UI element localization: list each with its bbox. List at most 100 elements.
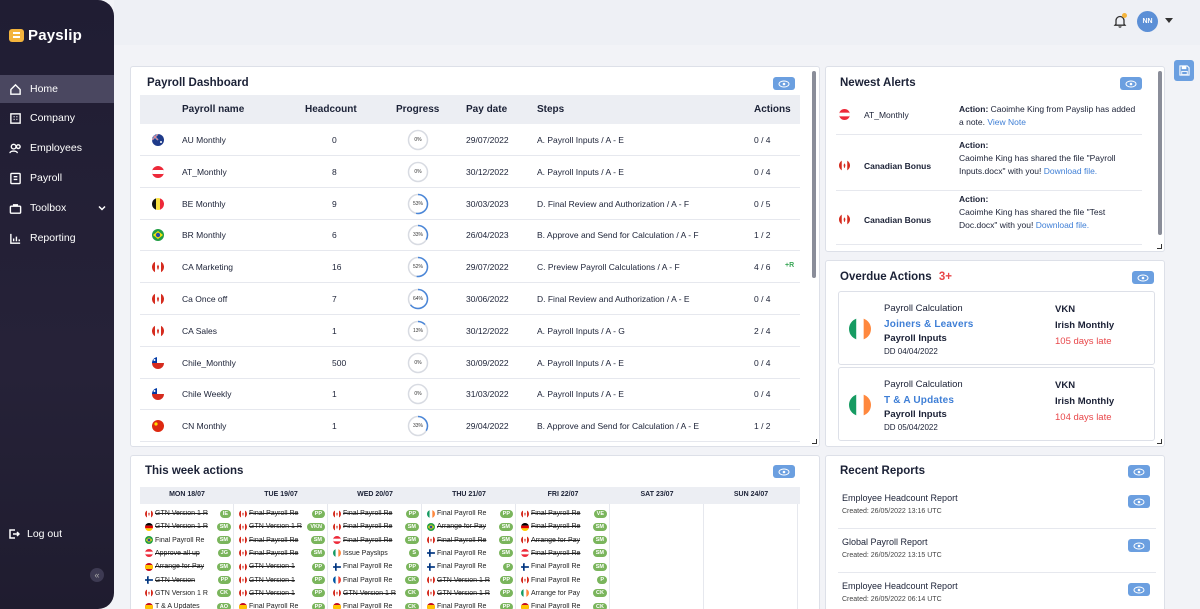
task-item[interactable]: Final Payroll Re SM bbox=[333, 535, 419, 546]
task-item[interactable]: Arrange for Pay SM bbox=[145, 561, 231, 572]
payroll-name[interactable]: Chile Weekly bbox=[182, 389, 232, 400]
report-name[interactable]: Employee Headcount Report bbox=[842, 581, 958, 591]
report-item[interactable]: Employee Headcount Report Created: 26/05/… bbox=[838, 487, 1156, 529]
table-row[interactable]: AU Monthly 0 0% 29/07/2022 A. Payroll Inputs… bbox=[140, 124, 800, 156]
step[interactable]: A. Payroll Inputs / A - E bbox=[537, 135, 624, 145]
task-item[interactable]: Approve all up JG bbox=[145, 548, 231, 559]
task-item[interactable]: GTN Version 1 R PP bbox=[427, 588, 513, 599]
scrollbar[interactable] bbox=[812, 71, 816, 278]
view-report-button[interactable] bbox=[1128, 583, 1150, 596]
alert-link[interactable]: Download file. bbox=[1043, 166, 1098, 176]
task-item[interactable]: Final Payroll Re CK bbox=[333, 575, 419, 586]
task-item[interactable]: GTN Version 1 PP bbox=[239, 561, 325, 572]
task-item[interactable]: Final Payroll Re VE bbox=[521, 508, 607, 519]
resize-handle[interactable] bbox=[1157, 244, 1162, 249]
task-item[interactable]: Final Payroll Re SM bbox=[427, 535, 513, 546]
view-report-button[interactable] bbox=[1128, 495, 1150, 508]
sidebar-item-payroll[interactable]: Payroll bbox=[0, 164, 114, 192]
task-item[interactable]: Arrange for Pay SM bbox=[521, 535, 607, 546]
task-item[interactable]: GTN Version 1 R IE bbox=[145, 508, 231, 519]
payroll-name[interactable]: CN Monthly bbox=[182, 421, 227, 432]
task-item[interactable]: Final Payroll Re SM bbox=[333, 521, 419, 532]
sidebar-item-reporting[interactable]: Reporting bbox=[0, 224, 114, 252]
view-dashboard-button[interactable] bbox=[773, 77, 795, 90]
table-row[interactable]: AT_Monthly 8 0% 30/12/2022 A. Payroll Inputs… bbox=[140, 156, 800, 188]
step[interactable]: D. Final Review and Authorization / A - … bbox=[537, 294, 690, 304]
task-item[interactable]: Final Payroll Re CK bbox=[333, 601, 419, 609]
table-row[interactable]: CN Monthly 1 33% 29/04/2022 B. Approve and S… bbox=[140, 410, 800, 443]
sidebar-item-employees[interactable]: Employees bbox=[0, 134, 114, 162]
alert-link[interactable]: View Note bbox=[987, 117, 1026, 127]
overdue-card[interactable]: Payroll Calculation Joiners & Leavers Payr… bbox=[838, 291, 1155, 365]
resize-handle[interactable] bbox=[812, 439, 817, 444]
col-steps[interactable]: Steps bbox=[537, 104, 565, 115]
report-item[interactable]: Global Payroll Report Created: 26/05/2022… bbox=[838, 531, 1156, 573]
task-item[interactable]: Issue Payslips S bbox=[333, 548, 419, 559]
collapse-sidebar-button[interactable]: « bbox=[90, 568, 104, 582]
resize-handle[interactable] bbox=[1157, 439, 1162, 444]
payroll-name[interactable]: BE Monthly bbox=[182, 198, 226, 209]
task-item[interactable]: GTN Version 1 R SM bbox=[145, 521, 231, 532]
report-name[interactable]: Global Payroll Report bbox=[842, 537, 928, 547]
task-item[interactable]: Final Payroll Re SM bbox=[521, 521, 607, 532]
payroll-name[interactable]: Chile_Monthly bbox=[182, 357, 236, 368]
report-item[interactable]: Employee Headcount Report Created: 26/05/… bbox=[838, 575, 1156, 609]
task-item[interactable]: GTN Version 1 R CK bbox=[145, 588, 231, 599]
report-name[interactable]: Employee Headcount Report bbox=[842, 493, 958, 503]
task-item[interactable]: T & A Updates AO bbox=[145, 601, 231, 609]
payroll-name[interactable]: AT_Monthly bbox=[182, 166, 227, 177]
task-item[interactable]: GTN Version 1 PP bbox=[239, 588, 325, 599]
view-overdue-button[interactable] bbox=[1132, 271, 1154, 284]
sidebar-item-home[interactable]: Home bbox=[0, 75, 114, 103]
payroll-name[interactable]: AU Monthly bbox=[182, 135, 226, 145]
view-report-button[interactable] bbox=[1128, 539, 1150, 552]
caret-down-icon[interactable] bbox=[1165, 18, 1173, 23]
task-item[interactable]: GTN Version 1 PP bbox=[239, 575, 325, 586]
alert-link[interactable]: Download file. bbox=[1035, 220, 1090, 230]
task-item[interactable]: Final Payroll Re PP bbox=[239, 508, 325, 519]
step[interactable]: C. Preview Payroll Calculations / A - F bbox=[537, 262, 680, 273]
task-item[interactable]: Final Payroll Re PP bbox=[427, 601, 513, 609]
action-link[interactable]: T & A Updates bbox=[884, 395, 955, 406]
col-payroll-name[interactable]: Payroll name bbox=[182, 104, 245, 115]
table-row[interactable]: Chile Weekly 1 0% 31/03/2022 A. Payroll Inpu… bbox=[140, 378, 800, 411]
task-item[interactable]: Final Payroll Re PP bbox=[239, 601, 325, 609]
task-item[interactable]: Final Payroll Re SM bbox=[521, 561, 607, 572]
task-item[interactable]: GTN Version PP bbox=[145, 575, 231, 586]
view-week-button[interactable] bbox=[773, 465, 795, 478]
avatar[interactable]: NN bbox=[1137, 11, 1158, 32]
view-alerts-button[interactable] bbox=[1120, 77, 1142, 90]
payroll-name[interactable]: CA Marketing bbox=[182, 262, 234, 273]
task-item[interactable]: Arrange for Pay SM bbox=[427, 521, 513, 532]
table-row[interactable]: BR Monthly 6 33% 26/04/2023 B. Approve and S… bbox=[140, 219, 800, 252]
col-headcount[interactable]: Headcount bbox=[305, 104, 357, 115]
task-item[interactable]: Final Payroll Re P bbox=[521, 575, 607, 586]
overdue-card[interactable]: Payroll Calculation T & A Updates Payroll … bbox=[838, 367, 1155, 441]
step[interactable]: A. Payroll Inputs / A - E bbox=[537, 166, 624, 177]
table-row[interactable]: CA Sales 1 13% 30/12/2022 A. Payroll Inputs … bbox=[140, 315, 800, 347]
view-reports-button[interactable] bbox=[1128, 465, 1150, 478]
step[interactable]: B. Approve and Send for Calculation / A … bbox=[537, 421, 700, 432]
task-item[interactable]: GTN Version 1 R CK bbox=[333, 588, 419, 599]
table-row[interactable]: CA Marketing 16 52% 29/07/2022 C. Preview Pa… bbox=[140, 251, 800, 284]
app-logo[interactable]: Payslip bbox=[9, 27, 82, 44]
chevron-down-icon[interactable] bbox=[98, 204, 106, 212]
task-item[interactable]: Final Payroll Re CK bbox=[521, 601, 607, 609]
task-item[interactable]: Arrange for Pay CK bbox=[521, 588, 607, 599]
step[interactable]: A. Payroll Inputs / A - E bbox=[537, 357, 624, 368]
task-item[interactable]: Final Payroll Re SM bbox=[427, 548, 513, 559]
task-item[interactable]: Final Payroll Re PP bbox=[333, 508, 419, 519]
task-item[interactable]: Final Payroll Re SM bbox=[239, 535, 325, 546]
col-actions[interactable]: Actions bbox=[754, 104, 791, 115]
save-layout-button[interactable] bbox=[1174, 60, 1194, 81]
task-item[interactable]: Final Payroll Re PP bbox=[427, 508, 513, 519]
step[interactable]: D. Final Review and Authorization / A - … bbox=[537, 198, 690, 209]
step[interactable]: A. Payroll Inputs / A - G bbox=[537, 325, 625, 336]
table-row[interactable]: Chile_Monthly 500 0% 30/09/2022 A. Payroll I… bbox=[140, 347, 800, 379]
task-item[interactable]: GTN Version 1 R PP bbox=[427, 575, 513, 586]
task-item[interactable]: Final Payroll Re SM bbox=[145, 535, 231, 546]
table-row[interactable]: BE Monthly 9 53% 30/03/2023 D. Final Review … bbox=[140, 188, 800, 220]
col-progress[interactable]: Progress bbox=[396, 104, 440, 115]
notifications-button[interactable] bbox=[1113, 13, 1127, 28]
action-link[interactable]: Joiners & Leavers bbox=[884, 319, 974, 330]
